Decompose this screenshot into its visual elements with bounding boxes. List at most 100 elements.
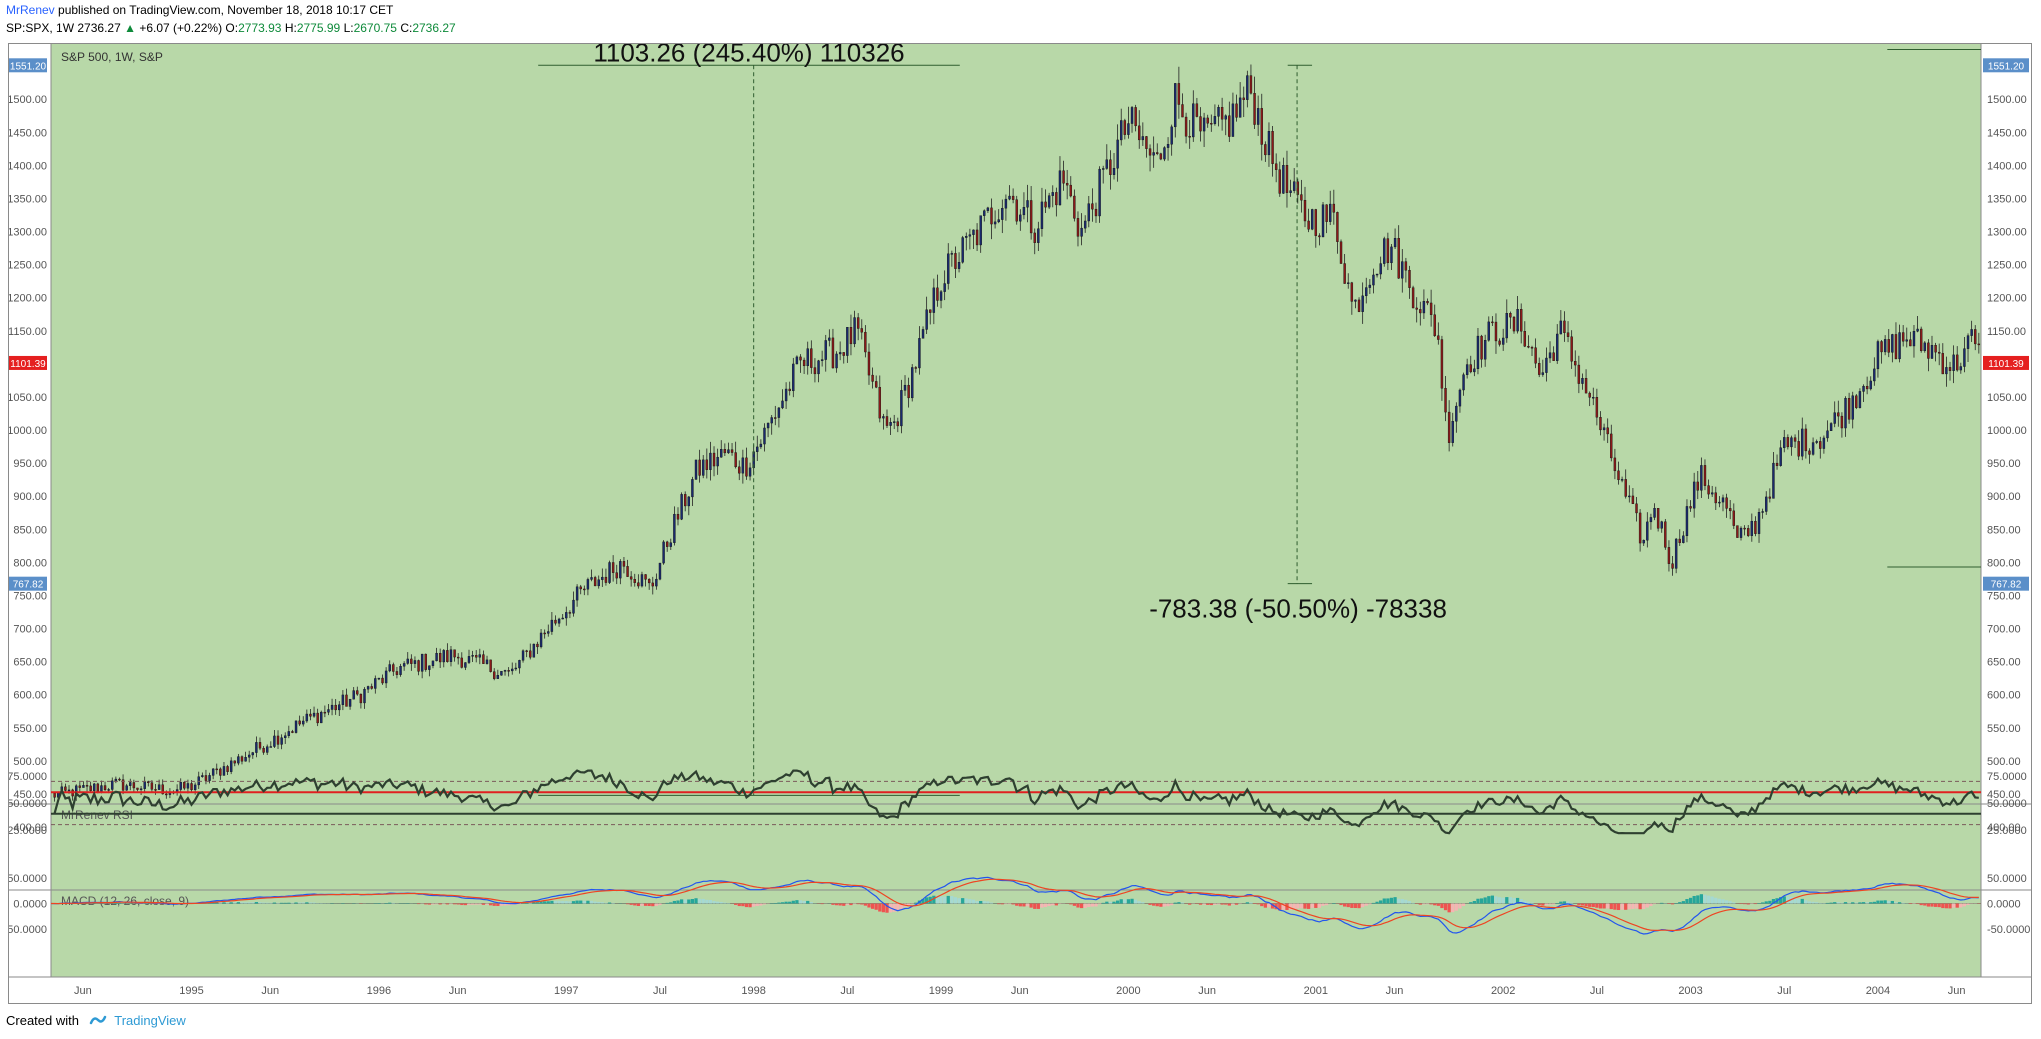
candle-body bbox=[518, 660, 521, 669]
candle-body bbox=[691, 479, 694, 498]
x-axis-label: 2003 bbox=[1678, 985, 1702, 997]
macd-histogram-bar bbox=[1397, 898, 1401, 904]
macd-histogram-bar bbox=[1897, 902, 1902, 904]
tradingview-brand-link[interactable]: TradingView bbox=[114, 1013, 186, 1028]
macd-histogram-bar bbox=[633, 903, 637, 906]
macd-histogram-bar bbox=[1836, 902, 1840, 904]
author-link[interactable]: MrRenev bbox=[6, 3, 55, 17]
candle-body bbox=[1638, 512, 1642, 544]
price-axis-label-right: 1400.00 bbox=[1987, 160, 2027, 172]
macd-axis-label-left: -50.0000 bbox=[9, 924, 47, 936]
candle-body bbox=[1534, 347, 1537, 364]
x-axis-label: Jun bbox=[449, 985, 467, 997]
candle-body bbox=[619, 561, 622, 579]
macd-histogram-bar bbox=[287, 902, 291, 904]
macd-histogram-bar bbox=[470, 903, 475, 905]
candle-body bbox=[1073, 195, 1076, 219]
candle-body bbox=[590, 577, 593, 580]
macd-histogram-bar bbox=[1130, 898, 1134, 904]
candle-body bbox=[1001, 207, 1004, 220]
macd-histogram-bar bbox=[1087, 903, 1091, 908]
price-axis-label-right: 1450.00 bbox=[1987, 127, 2027, 139]
macd-histogram-bar bbox=[1606, 903, 1610, 909]
candle-body bbox=[968, 234, 972, 237]
candle-body bbox=[85, 785, 89, 787]
price-axis-label-left: 850.00 bbox=[13, 524, 47, 536]
macd-histogram-bar bbox=[1652, 903, 1657, 905]
price-tag-left bbox=[9, 58, 47, 73]
close-label: C: bbox=[400, 21, 413, 35]
candle-body bbox=[1026, 200, 1029, 208]
publish-info: MrRenev published on TradingView.com, No… bbox=[6, 3, 393, 17]
price-axis-label-right: 1000.00 bbox=[1987, 425, 2027, 437]
candle-body bbox=[774, 417, 777, 419]
candle-body bbox=[1606, 427, 1609, 435]
candle-body bbox=[882, 416, 885, 419]
candle-body bbox=[1624, 479, 1627, 497]
candle-body bbox=[1282, 165, 1285, 194]
macd-histogram-bar bbox=[1213, 903, 1217, 905]
candle-body bbox=[615, 572, 618, 579]
macd-histogram-bar bbox=[773, 902, 777, 904]
candle-body bbox=[1192, 103, 1195, 138]
macd-histogram-bar bbox=[1548, 903, 1552, 905]
macd-histogram-bar bbox=[1281, 903, 1285, 910]
macd-histogram-bar bbox=[1007, 903, 1012, 905]
candle-body bbox=[593, 577, 597, 587]
candle-body bbox=[611, 562, 615, 573]
macd-histogram-bar bbox=[582, 900, 586, 904]
macd-histogram-bar bbox=[636, 903, 640, 906]
macd-histogram-bar bbox=[989, 902, 994, 904]
chart-canvas[interactable]: 1600.001600.001550.001550.001500.001500.… bbox=[9, 44, 2031, 1003]
candle-body bbox=[1483, 340, 1487, 360]
candle-body bbox=[871, 374, 874, 382]
price-tag-left-label: 767.82 bbox=[13, 580, 44, 591]
macd-histogram-bar bbox=[571, 901, 576, 904]
candle-body bbox=[53, 793, 56, 798]
macd-histogram-bar bbox=[914, 902, 918, 904]
macd-histogram-bar bbox=[1004, 903, 1008, 905]
candle-body bbox=[1419, 309, 1422, 314]
candle-body bbox=[1743, 527, 1746, 530]
macd-histogram-bar bbox=[434, 903, 439, 905]
candle-body bbox=[201, 775, 204, 777]
candle-body bbox=[1390, 246, 1393, 264]
macd-histogram-bar bbox=[1858, 902, 1862, 904]
candle-body bbox=[1844, 398, 1847, 429]
x-axis-label: Jun bbox=[1011, 985, 1029, 997]
macd-histogram-bar bbox=[687, 899, 691, 904]
candle-body bbox=[467, 656, 471, 663]
macd-histogram-bar bbox=[1811, 901, 1815, 904]
x-axis-label: 1995 bbox=[179, 985, 203, 997]
candle-body bbox=[1401, 261, 1404, 279]
candle-body bbox=[1613, 457, 1617, 472]
macd-histogram-bar bbox=[1840, 902, 1844, 904]
candle-body bbox=[503, 670, 507, 672]
price-axis-label-right: 550.00 bbox=[1987, 723, 2021, 735]
macd-histogram-bar bbox=[1703, 894, 1707, 904]
macd-histogram-bar bbox=[474, 903, 478, 905]
macd-histogram-bar bbox=[946, 895, 950, 904]
macd-histogram-bar bbox=[1570, 902, 1574, 904]
candle-body bbox=[1966, 335, 1970, 349]
candle-body bbox=[1163, 147, 1166, 160]
candle-body bbox=[475, 655, 478, 658]
chart-frame[interactable]: 1600.001600.001550.001550.001500.001500.… bbox=[8, 43, 2032, 1004]
macd-histogram-bar bbox=[503, 903, 507, 906]
macd-histogram-bar bbox=[780, 902, 785, 904]
macd-histogram-bar bbox=[1696, 895, 1700, 904]
candle-body bbox=[370, 686, 373, 689]
macd-histogram-bar bbox=[1627, 903, 1631, 910]
candle-body bbox=[413, 660, 417, 664]
candle-body bbox=[864, 331, 867, 353]
macd-histogram-bar bbox=[953, 897, 958, 904]
macd-histogram-bar bbox=[1202, 903, 1206, 905]
macd-histogram-bar bbox=[416, 903, 421, 905]
candle-body bbox=[287, 731, 291, 736]
macd-histogram-bar bbox=[1851, 902, 1855, 904]
price-axis-label-right: 1500.00 bbox=[1987, 94, 2027, 106]
candle-body bbox=[993, 221, 997, 225]
macd-histogram-bar bbox=[1339, 903, 1343, 906]
macd-histogram-bar bbox=[651, 903, 655, 907]
candle-body bbox=[1480, 335, 1483, 360]
